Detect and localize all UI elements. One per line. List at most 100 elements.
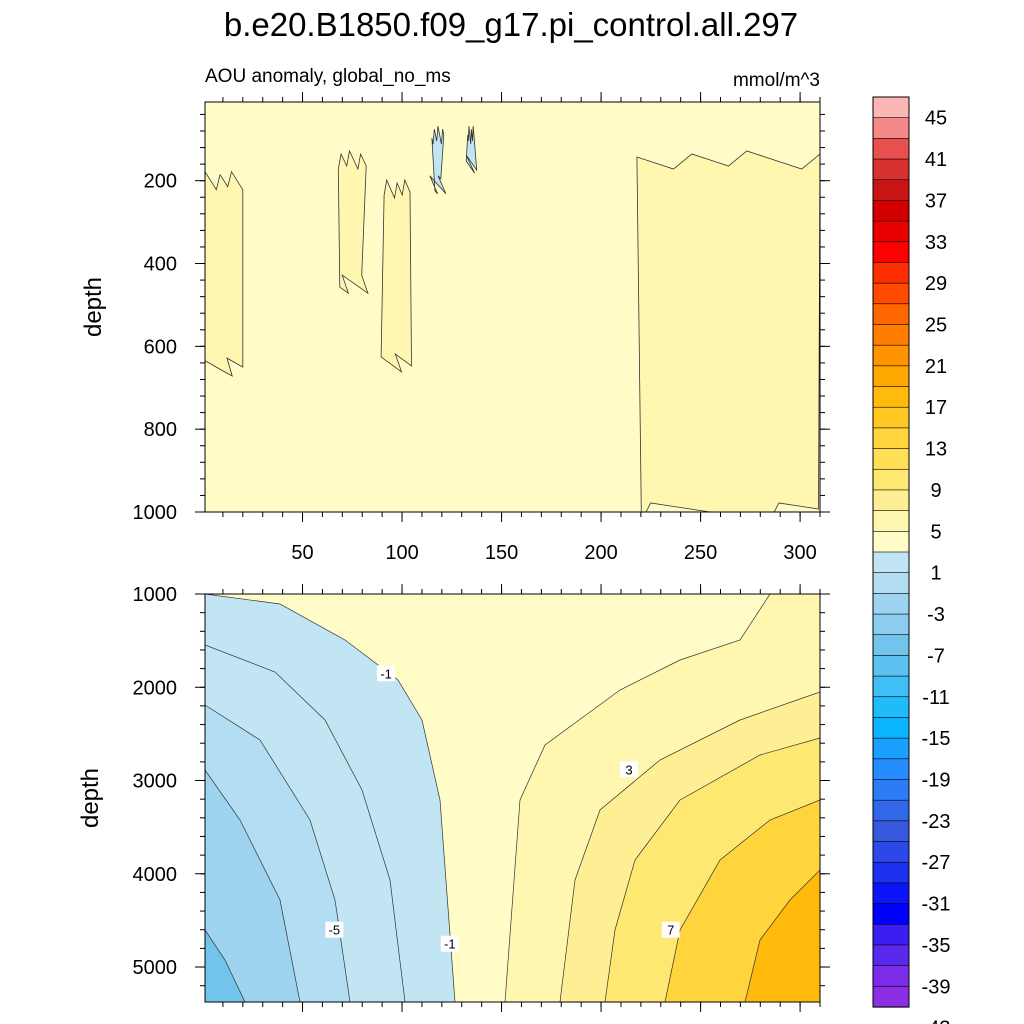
colorbar-swatch bbox=[872, 282, 910, 305]
colorbar-swatch bbox=[872, 158, 910, 181]
contour-label: 3 bbox=[625, 762, 632, 777]
upper-panel: 200 400 600 800 1000 50 100 150 200 250 300 depth bbox=[80, 92, 830, 564]
x-tick-label: 100 bbox=[385, 542, 418, 564]
y-tick-label: 600 bbox=[144, 336, 177, 358]
colorbar-swatch bbox=[872, 572, 910, 594]
x-tick-label: 50 bbox=[291, 542, 313, 564]
colorbar-label: -23 bbox=[922, 811, 951, 833]
upper-ticks: 200 400 600 800 1000 50 100 150 200 250 300 bbox=[133, 92, 830, 564]
colorbar-swatch bbox=[872, 634, 910, 657]
contour-label-bg bbox=[377, 665, 396, 682]
colorbar-swatch bbox=[872, 138, 910, 160]
colorbar-swatch bbox=[872, 675, 910, 698]
colorbar-swatch bbox=[872, 220, 910, 243]
colorbar-swatch bbox=[872, 613, 910, 636]
colorbar-swatch bbox=[872, 406, 910, 429]
y-tick-label: 3000 bbox=[133, 771, 178, 793]
contour-label: -1 bbox=[380, 666, 392, 681]
lower-ticks: 1000 2000 3000 4000 5000 bbox=[133, 584, 830, 1012]
upper-frame bbox=[204, 101, 821, 513]
colorbar-label: 29 bbox=[925, 273, 947, 295]
y-tick-label: 1000 bbox=[133, 502, 178, 524]
upper-anomaly-regions bbox=[205, 126, 820, 512]
y-tick-label: 4000 bbox=[133, 864, 178, 886]
x-tick-label: 250 bbox=[684, 542, 717, 564]
colorbar-label: -39 bbox=[922, 976, 951, 998]
contour-label-bg bbox=[619, 761, 638, 778]
colorbar-label: -35 bbox=[922, 935, 951, 957]
colorbar-swatch bbox=[872, 468, 910, 491]
colorbar-swatch bbox=[872, 365, 910, 388]
lower-y-axis-label: depth bbox=[77, 768, 104, 828]
colorbar-swatch bbox=[872, 820, 910, 843]
colorbar-swatch bbox=[872, 117, 910, 139]
colorbar-label: -11 bbox=[922, 687, 949, 709]
colorbar-swatch bbox=[872, 262, 910, 284]
colorbar-swatch bbox=[872, 861, 910, 884]
y-tick-label: 800 bbox=[144, 419, 177, 441]
colorbar: 45 41 37 33 29 25 21 17 13 9 5 1 -3 -7 -11 -15 -19 -23 -27… bbox=[872, 96, 951, 1024]
colorbar-label: 21 bbox=[925, 356, 947, 378]
contour-label: -5 bbox=[329, 923, 341, 938]
anomaly-region bbox=[429, 126, 447, 195]
colorbar-label: 45 bbox=[925, 108, 947, 130]
contour-band bbox=[744, 869, 820, 1002]
colorbar-label: 1 bbox=[930, 563, 941, 585]
upper-y-axis-label: depth bbox=[80, 277, 107, 337]
colorbar-label: -7 bbox=[927, 645, 945, 667]
x-tick-label: 150 bbox=[485, 542, 518, 564]
colorbar-swatch bbox=[872, 324, 910, 346]
colorbar-swatch bbox=[872, 531, 910, 553]
anomaly-region bbox=[205, 170, 244, 377]
colorbar-swatch bbox=[872, 179, 910, 202]
colorbar-label: 37 bbox=[925, 190, 947, 212]
colorbar-swatch bbox=[872, 510, 910, 532]
colorbar-label: 25 bbox=[925, 315, 947, 337]
contour-band bbox=[205, 769, 301, 1002]
colorbar-label: -15 bbox=[922, 728, 951, 750]
anomaly-region bbox=[337, 149, 369, 295]
lower-contour-labels: -1 3 -5 -1 7 bbox=[325, 665, 680, 952]
colorbar-swatch bbox=[872, 923, 910, 946]
colorbar-frame bbox=[872, 96, 910, 1008]
colorbar-swatch bbox=[872, 882, 910, 905]
anomaly-region bbox=[465, 126, 478, 174]
colorbar-swatch bbox=[872, 944, 910, 967]
colorbar-swatch bbox=[872, 799, 910, 822]
colorbar-swatch bbox=[872, 655, 910, 677]
colorbar-swatch bbox=[872, 551, 910, 574]
chart-title: b.e20.B1850.f09_g17.pi_control.all.297 bbox=[224, 6, 798, 43]
chart-subtitle: AOU anomaly, global_no_ms bbox=[205, 66, 451, 87]
colorbar-swatch bbox=[872, 779, 910, 801]
lower-frame bbox=[204, 593, 821, 1003]
contour-label-bg bbox=[440, 935, 459, 952]
colorbar-swatch bbox=[872, 489, 910, 512]
colorbar-swatch bbox=[872, 717, 910, 739]
colorbar-swatch bbox=[872, 200, 910, 222]
colorbar-label: -3 bbox=[927, 604, 945, 626]
lower-contour-bands bbox=[205, 594, 820, 1002]
anomaly-region bbox=[380, 178, 412, 373]
colorbar-label: -31 bbox=[922, 894, 951, 916]
colorbar-label: -43 bbox=[922, 1018, 951, 1024]
colorbar-swatch bbox=[872, 593, 910, 615]
colorbar-swatch bbox=[872, 696, 910, 719]
contour-label-bg bbox=[661, 921, 680, 938]
colorbar-label: -19 bbox=[922, 770, 951, 792]
colorbar-label: 9 bbox=[930, 480, 941, 502]
colorbar-swatch bbox=[872, 965, 910, 987]
colorbar-label: 17 bbox=[925, 397, 947, 419]
contour-label-bg bbox=[325, 921, 344, 938]
colorbar-swatch bbox=[872, 903, 910, 925]
colorbar-label: 41 bbox=[925, 149, 947, 171]
y-tick-label: 200 bbox=[144, 171, 177, 193]
units-label: mmol/m^3 bbox=[733, 70, 820, 91]
colorbar-swatch bbox=[872, 758, 910, 781]
colorbar-swatch bbox=[872, 303, 910, 326]
colorbar-label: 5 bbox=[930, 521, 941, 543]
contour-label: -1 bbox=[444, 937, 456, 952]
colorbar-label: -27 bbox=[922, 852, 951, 874]
colorbar-swatch bbox=[872, 427, 910, 450]
y-tick-label: 2000 bbox=[133, 677, 178, 699]
